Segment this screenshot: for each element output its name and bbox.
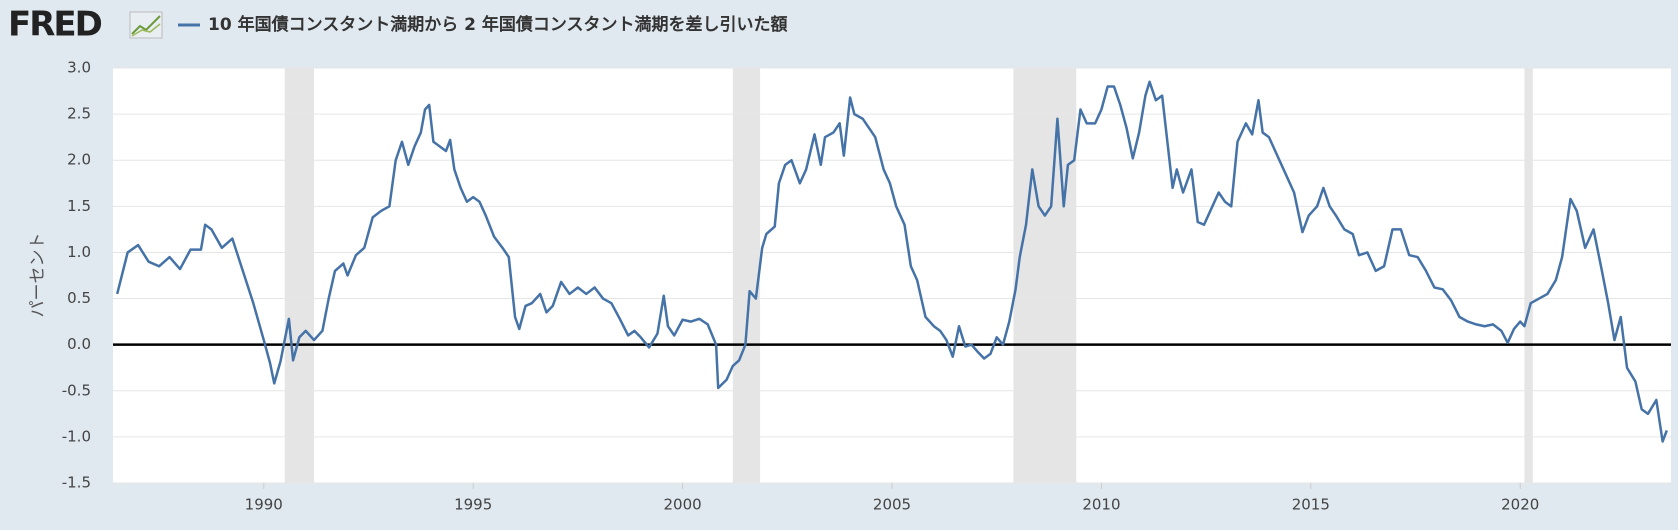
x-tick-label: 1990 [245,496,283,514]
y-tick-label: 1.0 [67,243,91,261]
y-tick-label: 2.0 [67,151,91,169]
plot-area [113,68,1671,483]
x-tick-label: 2020 [1501,496,1539,514]
recession-band [1524,68,1533,483]
y-tick-label: 0.5 [67,289,91,307]
logo-icon [129,11,163,39]
logo: FRED [8,5,102,45]
x-tick-label: 2000 [663,496,701,514]
y-axis-label: パーセント [28,233,48,318]
recession-band [284,68,315,483]
x-tick-label: 2010 [1082,496,1120,514]
x-tick-label: 2005 [873,496,911,514]
y-tick-label: 2.5 [67,105,91,123]
y-tick-label: 0.0 [67,335,91,353]
y-tick-label: -1.0 [62,427,91,445]
series-line [115,80,1668,443]
y-tick-label: -0.5 [62,381,91,399]
x-tick-label: 2015 [1292,496,1330,514]
x-tick-label: 1995 [454,496,492,514]
legend-label: 10 年国債コンスタント満期から 2 年国債コンスタント満期を差し引いた額 [208,14,788,35]
y-tick-label: 3.0 [67,59,91,77]
recession-band [1013,68,1077,483]
y-tick-label: 1.5 [67,197,91,215]
y-tick-label: -1.5 [62,474,91,492]
recession-band [732,68,761,483]
